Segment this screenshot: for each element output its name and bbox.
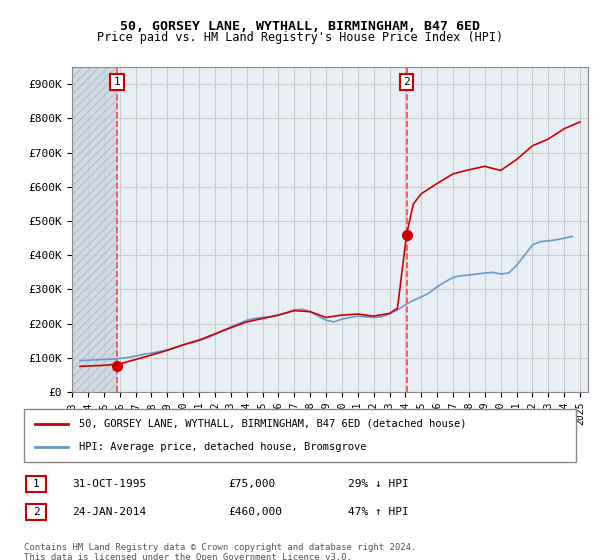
Text: Contains HM Land Registry data © Crown copyright and database right 2024.: Contains HM Land Registry data © Crown c… bbox=[24, 543, 416, 552]
Text: £75,000: £75,000 bbox=[228, 479, 275, 489]
Text: 2: 2 bbox=[403, 77, 410, 87]
Text: 31-OCT-1995: 31-OCT-1995 bbox=[72, 479, 146, 489]
Text: 24-JAN-2014: 24-JAN-2014 bbox=[72, 507, 146, 517]
Text: 50, GORSEY LANE, WYTHALL, BIRMINGHAM, B47 6ED (detached house): 50, GORSEY LANE, WYTHALL, BIRMINGHAM, B4… bbox=[79, 419, 467, 429]
Bar bbox=[72, 67, 117, 392]
Text: 1: 1 bbox=[32, 479, 40, 489]
Text: £460,000: £460,000 bbox=[228, 507, 282, 517]
Text: 1: 1 bbox=[113, 77, 121, 87]
Text: 47% ↑ HPI: 47% ↑ HPI bbox=[348, 507, 409, 517]
Text: Price paid vs. HM Land Registry's House Price Index (HPI): Price paid vs. HM Land Registry's House … bbox=[97, 31, 503, 44]
Text: 29% ↓ HPI: 29% ↓ HPI bbox=[348, 479, 409, 489]
Text: 2: 2 bbox=[32, 507, 40, 517]
FancyBboxPatch shape bbox=[24, 409, 576, 462]
Text: This data is licensed under the Open Government Licence v3.0.: This data is licensed under the Open Gov… bbox=[24, 553, 352, 560]
Text: HPI: Average price, detached house, Bromsgrove: HPI: Average price, detached house, Brom… bbox=[79, 442, 367, 452]
Text: 50, GORSEY LANE, WYTHALL, BIRMINGHAM, B47 6ED: 50, GORSEY LANE, WYTHALL, BIRMINGHAM, B4… bbox=[120, 20, 480, 32]
FancyBboxPatch shape bbox=[26, 505, 46, 520]
FancyBboxPatch shape bbox=[26, 477, 46, 492]
